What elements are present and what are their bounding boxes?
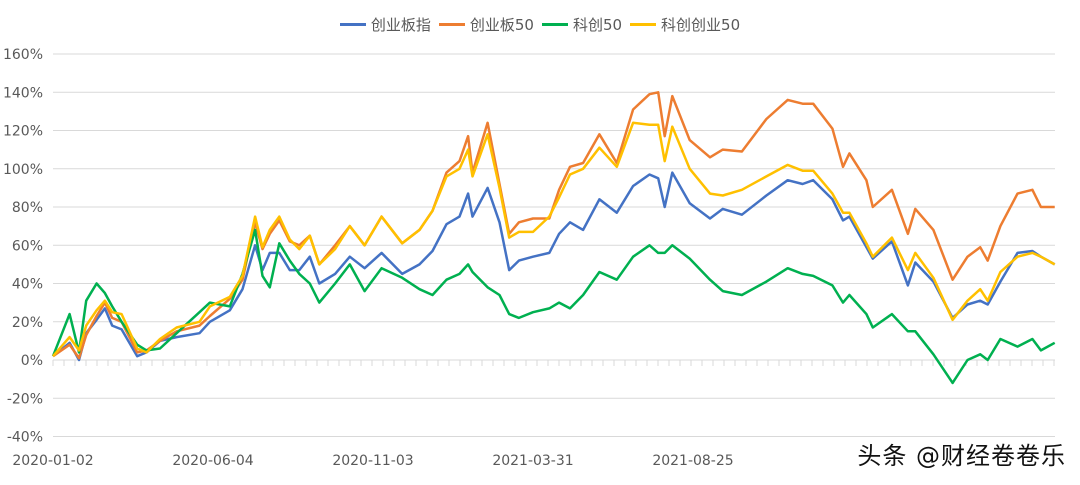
- x-tick-label: 2020-01-02: [12, 453, 93, 469]
- y-tick-label: 60%: [12, 238, 43, 254]
- series-line-创业板50: [52, 91, 1055, 360]
- y-tick-label: 120%: [3, 124, 43, 140]
- legend-swatch: [541, 23, 568, 26]
- legend-swatch: [438, 23, 465, 26]
- y-tick-label: -20%: [7, 391, 43, 407]
- x-tick-label: 2020-06-04: [172, 453, 253, 469]
- legend-item: 科创50: [541, 14, 623, 35]
- legend-item: 科创创业50: [630, 14, 740, 35]
- legend-label: 创业板50: [469, 16, 534, 34]
- legend-item: 创业板50: [438, 14, 534, 35]
- legend-swatch: [630, 23, 657, 26]
- y-tick-label: 160%: [3, 47, 43, 63]
- x-tick-label: 2020-11-03: [332, 453, 413, 469]
- watermark: 头条 @财经卷卷乐: [857, 442, 1066, 470]
- legend-swatch: [339, 23, 366, 26]
- y-tick-label: 80%: [12, 200, 43, 216]
- legend-label: 科创创业50: [661, 16, 741, 34]
- y-tick-label: 100%: [3, 162, 43, 178]
- x-tick-label: 2021-08-25: [652, 453, 733, 469]
- legend-label: 科创50: [572, 16, 623, 34]
- y-tick-label: 20%: [12, 315, 43, 331]
- legend-item: 创业板指: [339, 14, 431, 35]
- legend-label: 创业板指: [370, 16, 431, 34]
- y-tick-label: 140%: [3, 85, 43, 101]
- y-tick-label: 0%: [21, 353, 43, 369]
- legend: 创业板指 创业板50 科创50 科创创业50: [0, 12, 1080, 35]
- y-tick-label: 40%: [12, 277, 43, 293]
- series-line-科创创业50: [52, 121, 1056, 358]
- x-tick-label: 2021-03-31: [492, 453, 573, 469]
- series-line-创业板指: [52, 171, 1056, 362]
- y-tick-label: -40%: [7, 430, 43, 446]
- series-line-科创50: [51, 228, 1056, 385]
